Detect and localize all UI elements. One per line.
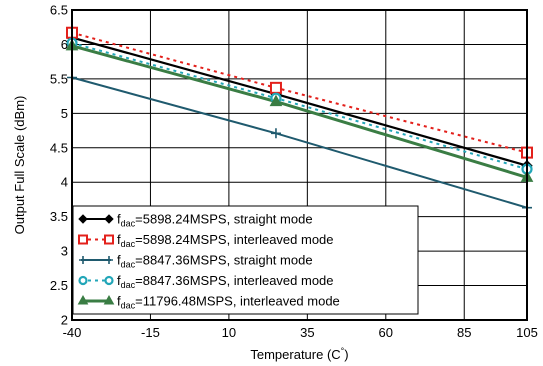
series-line-3 xyxy=(71,76,528,209)
series-3-point xyxy=(270,128,281,139)
x-tick-label: 35 xyxy=(300,325,314,340)
y-tick-label: 3 xyxy=(61,244,68,259)
y-tick-label: 6 xyxy=(61,37,68,52)
x-tick-label: 85 xyxy=(457,325,471,340)
series-line-4 xyxy=(71,42,528,171)
x-tick-label: 105 xyxy=(516,325,538,340)
legend-marker-2 xyxy=(104,234,114,245)
legend-marker-3 xyxy=(105,256,113,264)
series-5-point xyxy=(269,94,283,107)
y-tick-label: 3.5 xyxy=(50,209,68,224)
legend-marker-4 xyxy=(104,275,114,286)
legend-marker-3 xyxy=(79,256,87,264)
series-line-2 xyxy=(71,31,528,154)
plot-frame xyxy=(71,9,528,321)
x-tick-label: 10 xyxy=(222,325,236,340)
y-tick-label: 5 xyxy=(61,106,68,121)
series-2-point xyxy=(269,81,282,94)
tick-layer: -40 -15 10 35 60 85 105 2 2.5 3 3.5 4 4.5 5 5.5 6 6.5 xyxy=(50,3,538,341)
legend-marker-2 xyxy=(78,234,88,245)
legend-entry-3: fdac=8847.36MSPS, straight mode xyxy=(117,253,313,270)
legend-entry-4: fdac=8847.36MSPS, interleaved mode xyxy=(117,273,334,290)
series-layer xyxy=(71,31,528,209)
legend-box xyxy=(72,205,419,315)
series-line-5 xyxy=(71,44,528,179)
y-tick-label: 5.5 xyxy=(50,71,68,86)
y-tick-label: 2 xyxy=(61,313,68,328)
legend-marker-1 xyxy=(78,214,88,224)
y-tick-label: 6.5 xyxy=(50,3,68,18)
series-line-1 xyxy=(71,36,528,167)
legend-entry-5: fdac=11796.48MSPS, interleaved mode xyxy=(117,294,340,311)
x-axis-label: Temperature (C°) xyxy=(250,346,348,362)
y-tick-label: 4 xyxy=(61,175,68,190)
x-tick-label: 60 xyxy=(379,325,393,340)
legend-marker-5 xyxy=(77,294,89,305)
y-tick-label: 2.5 xyxy=(50,278,68,293)
legend-marker-5 xyxy=(103,294,115,305)
y-tick-label: 4.5 xyxy=(50,140,68,155)
legend: fdac=5898.24MSPS, straight mode fdac=5898… xyxy=(72,205,419,315)
legend-entry-1: fdac=5898.24MSPS, straight mode xyxy=(117,212,313,229)
legend-entry-2: fdac=5898.24MSPS, interleaved mode xyxy=(117,232,334,249)
x-tick-label: -40 xyxy=(63,325,82,340)
legend-marker-1 xyxy=(104,214,114,224)
x-tick-label: -15 xyxy=(141,325,160,340)
legend-marker-4 xyxy=(78,275,88,286)
y-axis-label: Output Full Scale (dBm) xyxy=(12,96,27,235)
